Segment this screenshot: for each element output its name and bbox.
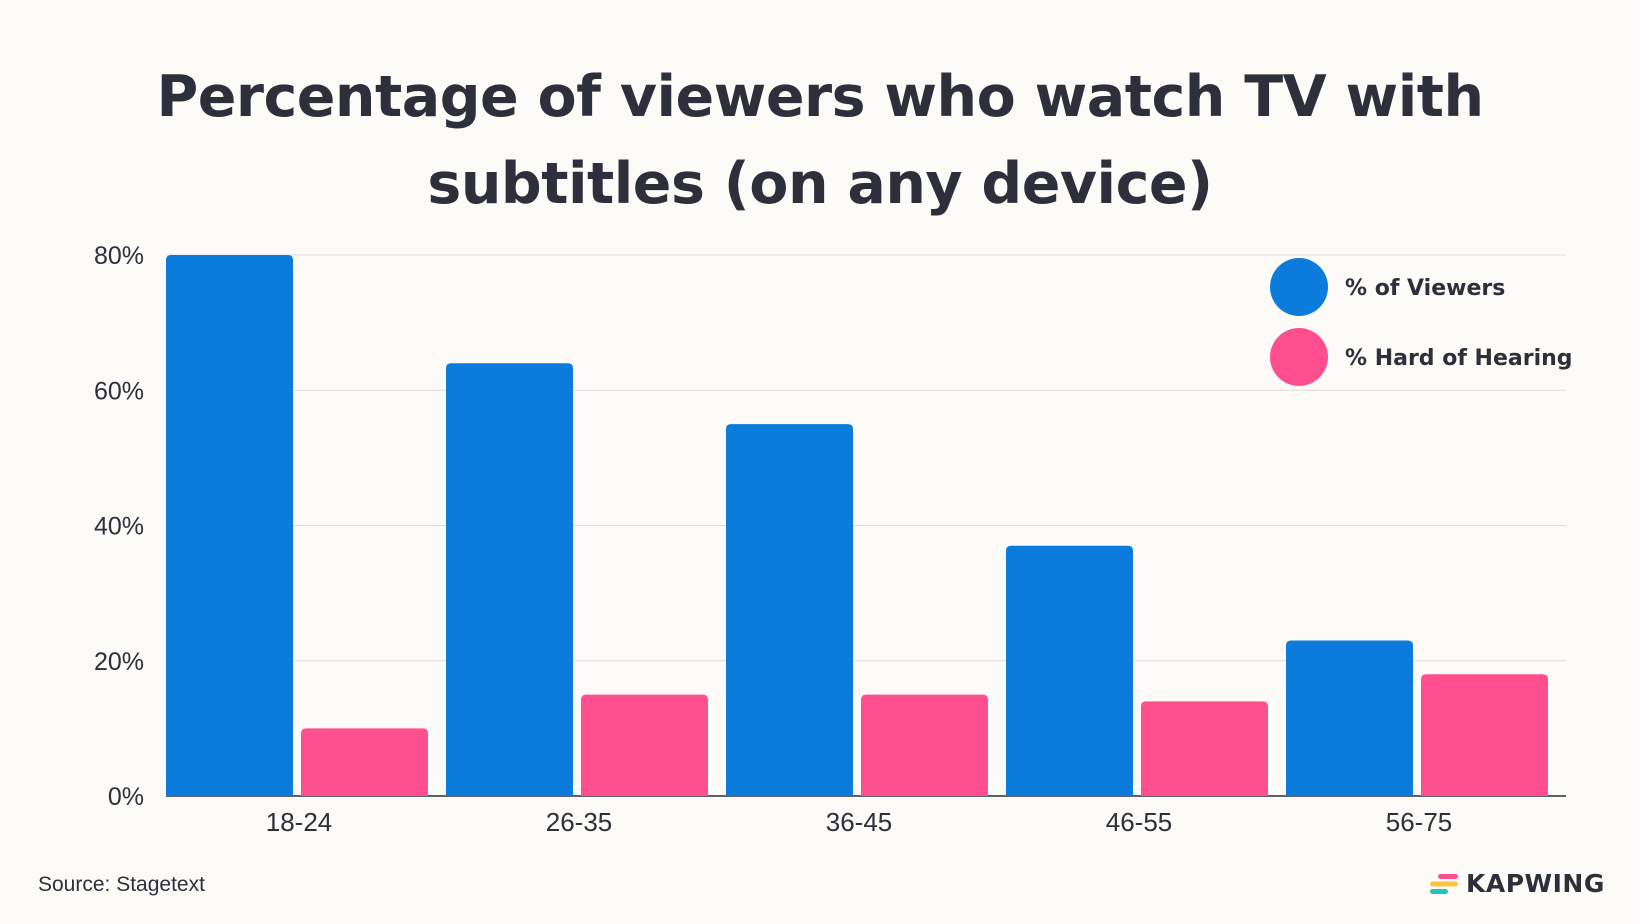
bar-hard-of-hearing-36-45 bbox=[861, 694, 988, 796]
x-axis: 18-24 26-35 36-45 46-55 56-75 bbox=[266, 807, 1453, 837]
bar-hard-of-hearing-18-24 bbox=[301, 728, 428, 796]
y-tick-label: 60% bbox=[94, 377, 144, 405]
bar-hard-of-hearing-56-75 bbox=[1421, 674, 1548, 796]
logo-bar-3 bbox=[1430, 888, 1448, 894]
y-tick-label: 40% bbox=[94, 513, 144, 541]
y-tick-label: 0% bbox=[108, 783, 144, 811]
legend-label: % of Viewers bbox=[1345, 276, 1505, 301]
bar-hard-of-hearing-46-55 bbox=[1141, 701, 1268, 796]
x-tick-label: 46-55 bbox=[1106, 807, 1173, 837]
bar-hard-of-hearing-26-35 bbox=[581, 694, 708, 796]
x-tick-label: 56-75 bbox=[1386, 807, 1453, 837]
bar-viewers-26-35 bbox=[446, 363, 573, 796]
legend-swatch bbox=[1270, 258, 1328, 316]
bar-viewers-46-55 bbox=[1006, 545, 1133, 796]
legend: % of Viewers % Hard of Hearing bbox=[1270, 258, 1573, 386]
y-tick-label: 20% bbox=[94, 648, 144, 676]
bar-viewers-56-75 bbox=[1286, 640, 1413, 796]
x-tick-label: 36-45 bbox=[826, 807, 893, 837]
chart-title: Percentage of viewers who watch TV with … bbox=[156, 64, 1484, 217]
x-tick-label: 26-35 bbox=[546, 807, 613, 837]
logo-bar-2 bbox=[1430, 881, 1458, 886]
source-note: Source: Stagetext bbox=[38, 873, 205, 896]
x-tick-label: 18-24 bbox=[266, 807, 333, 837]
kapwing-logo-icon bbox=[1430, 873, 1458, 894]
bar-viewers-36-45 bbox=[726, 424, 853, 796]
legend-label: % Hard of Hearing bbox=[1345, 346, 1573, 371]
y-axis: 0% 20% 40% 60% 80% bbox=[94, 242, 144, 811]
bars bbox=[166, 255, 1548, 796]
brand-name: KAPWING bbox=[1466, 869, 1605, 898]
kapwing-logo: KAPWING bbox=[1430, 869, 1605, 898]
bar-viewers-18-24 bbox=[166, 255, 293, 796]
legend-swatch bbox=[1270, 328, 1328, 386]
y-tick-label: 80% bbox=[94, 242, 144, 270]
logo-bar-1 bbox=[1438, 873, 1458, 879]
